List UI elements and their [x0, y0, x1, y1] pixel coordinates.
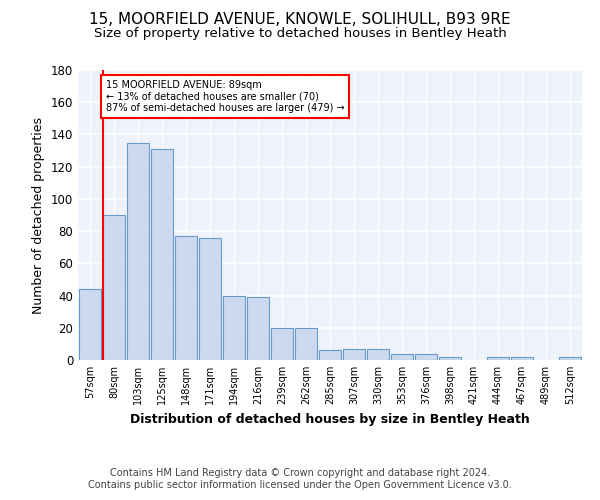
Bar: [199, 238, 221, 360]
Bar: [295, 328, 317, 360]
Bar: [223, 296, 245, 360]
Text: Distribution of detached houses by size in Bentley Heath: Distribution of detached houses by size …: [130, 412, 530, 426]
Text: 15, MOORFIELD AVENUE, KNOWLE, SOLIHULL, B93 9RE: 15, MOORFIELD AVENUE, KNOWLE, SOLIHULL, …: [89, 12, 511, 28]
Bar: [175, 236, 197, 360]
Bar: [79, 289, 101, 360]
Bar: [559, 357, 581, 360]
Bar: [487, 357, 509, 360]
Bar: [343, 348, 365, 360]
Bar: [319, 350, 341, 360]
Text: 15 MOORFIELD AVENUE: 89sqm
← 13% of detached houses are smaller (70)
87% of semi: 15 MOORFIELD AVENUE: 89sqm ← 13% of deta…: [106, 80, 344, 113]
Bar: [127, 142, 149, 360]
Text: Contains HM Land Registry data © Crown copyright and database right 2024.
Contai: Contains HM Land Registry data © Crown c…: [88, 468, 512, 490]
Bar: [415, 354, 437, 360]
Y-axis label: Number of detached properties: Number of detached properties: [32, 116, 45, 314]
Bar: [511, 357, 533, 360]
Bar: [391, 354, 413, 360]
Bar: [367, 348, 389, 360]
Bar: [103, 215, 125, 360]
Text: Size of property relative to detached houses in Bentley Heath: Size of property relative to detached ho…: [94, 28, 506, 40]
Bar: [151, 149, 173, 360]
Bar: [247, 297, 269, 360]
Bar: [271, 328, 293, 360]
Bar: [439, 357, 461, 360]
